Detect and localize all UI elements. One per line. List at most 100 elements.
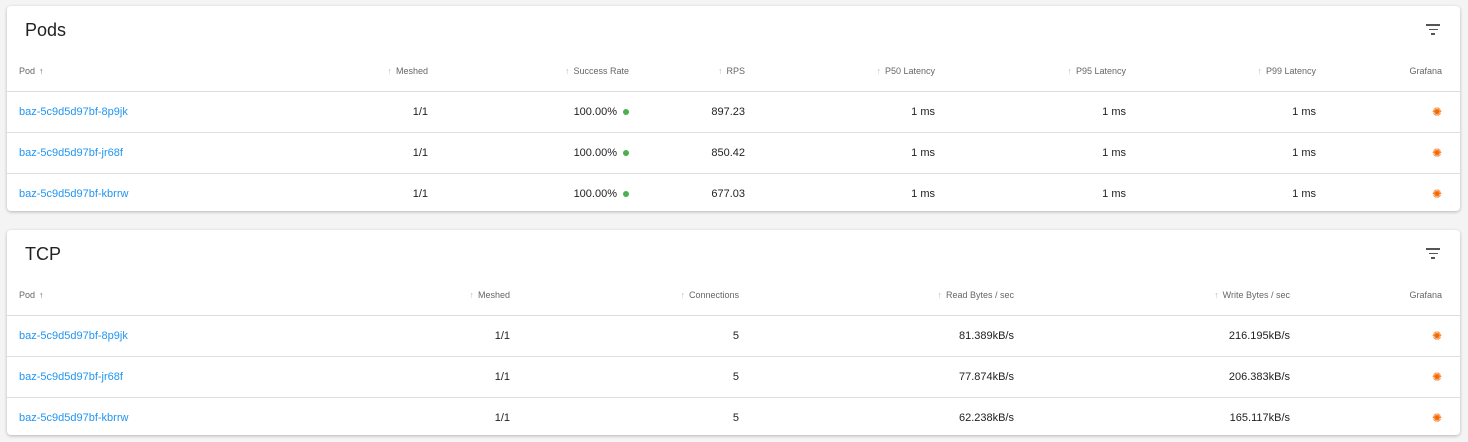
column-header-pod[interactable]: Pod ↑ bbox=[7, 275, 267, 316]
cell-connections: 5 bbox=[510, 398, 739, 439]
pod-link[interactable]: baz-5c9d5d97bf-jr68f bbox=[19, 147, 123, 159]
pod-link[interactable]: baz-5c9d5d97bf-kbrrw bbox=[19, 188, 129, 200]
column-header-pod[interactable]: Pod ↑ bbox=[7, 51, 267, 92]
grafana-icon[interactable]: ✺ bbox=[1431, 105, 1442, 119]
column-label: RPS bbox=[726, 66, 745, 76]
sort-arrow-up-icon: ↑ bbox=[717, 66, 723, 76]
cell-p50: 1 ms bbox=[745, 132, 935, 174]
tcp-card: TCP Pod ↑ ↑ Meshed ↑ Connections ↑ Read Bytes /… bbox=[7, 230, 1460, 435]
p99-value: 1 ms bbox=[1292, 188, 1316, 200]
column-header-grafana[interactable]: Grafana bbox=[1290, 275, 1460, 316]
column-header-meshed[interactable]: ↑ Meshed bbox=[267, 51, 428, 92]
cell-rps: 897.23 bbox=[629, 91, 745, 133]
rps-value: 897.23 bbox=[711, 106, 745, 118]
table-row: baz-5c9d5d97bf-kbrrw 1/1 5 62.238kB/s 165.11… bbox=[7, 398, 1460, 439]
cell-meshed: 1/1 bbox=[267, 398, 510, 439]
meshed-value: 1/1 bbox=[412, 147, 428, 159]
status-dot-icon bbox=[623, 150, 629, 157]
p50-value: 1 ms bbox=[911, 106, 935, 118]
p99-value: 1 ms bbox=[1292, 147, 1316, 159]
cell-rps: 850.42 bbox=[629, 132, 745, 174]
cell-write: 216.195kB/s bbox=[1014, 315, 1290, 357]
column-header-write-bytes-sec[interactable]: ↑ Write Bytes / sec bbox=[1014, 275, 1290, 316]
column-label: Meshed bbox=[477, 290, 510, 300]
p50-value: 1 ms bbox=[911, 147, 935, 159]
p99-value: 1 ms bbox=[1292, 106, 1316, 118]
pod-link[interactable]: baz-5c9d5d97bf-8p9jk bbox=[19, 106, 128, 118]
column-label: Pod bbox=[19, 66, 36, 76]
sort-arrow-up-icon: ↑ bbox=[39, 66, 44, 76]
column-header-meshed[interactable]: ↑ Meshed bbox=[267, 275, 510, 316]
success_rate-value: 100.00% bbox=[573, 106, 617, 118]
cell-success_rate: 100.00% bbox=[428, 132, 629, 174]
sort-arrow-up-icon: ↑ bbox=[39, 290, 44, 300]
cell-read: 77.874kB/s bbox=[739, 356, 1014, 398]
write-value: 165.117kB/s bbox=[1229, 412, 1290, 424]
column-label: Read Bytes / sec bbox=[945, 290, 1014, 300]
column-label: Write Bytes / sec bbox=[1222, 290, 1290, 300]
sort-arrow-up-icon: ↑ bbox=[1257, 66, 1262, 76]
meshed-value: 1/1 bbox=[412, 188, 428, 200]
connections-value: 5 bbox=[732, 412, 739, 424]
cell-meshed: 1/1 bbox=[267, 132, 428, 174]
table-row: baz-5c9d5d97bf-jr68f 1/1 100.00% 850.42 1 ms… bbox=[7, 132, 1460, 174]
column-label: Success Rate bbox=[573, 66, 629, 76]
meshed-value: 1/1 bbox=[494, 371, 510, 383]
table-row: baz-5c9d5d97bf-8p9jk 1/1 5 81.389kB/s 216.19… bbox=[7, 315, 1460, 357]
cell-write: 165.117kB/s bbox=[1014, 398, 1290, 439]
pod-link[interactable]: baz-5c9d5d97bf-kbrrw bbox=[19, 412, 129, 424]
cell-meshed: 1/1 bbox=[267, 91, 428, 133]
grafana-icon[interactable]: ✺ bbox=[1431, 370, 1442, 384]
pod-link[interactable]: baz-5c9d5d97bf-8p9jk bbox=[19, 330, 128, 342]
p95-value: 1 ms bbox=[1102, 106, 1126, 118]
cell-read: 62.238kB/s bbox=[739, 398, 1014, 439]
p50-value: 1 ms bbox=[911, 188, 935, 200]
cell-p50: 1 ms bbox=[745, 91, 935, 133]
column-header-grafana[interactable]: Grafana bbox=[1316, 51, 1460, 92]
cell-meshed: 1/1 bbox=[267, 356, 510, 398]
cell-p95: 1 ms bbox=[935, 91, 1126, 133]
column-label: Connections bbox=[688, 290, 739, 300]
cell-p50: 1 ms bbox=[745, 174, 935, 215]
cell-p99: 1 ms bbox=[1126, 174, 1316, 215]
pod-link[interactable]: baz-5c9d5d97bf-jr68f bbox=[19, 371, 123, 383]
column-header-connections[interactable]: ↑ Connections bbox=[510, 275, 739, 316]
cell-read: 81.389kB/s bbox=[739, 315, 1014, 357]
sort-arrow-up-icon: ↑ bbox=[937, 290, 942, 300]
cell-p99: 1 ms bbox=[1126, 132, 1316, 174]
column-label: Meshed bbox=[395, 66, 428, 76]
column-header-p50-latency[interactable]: ↑ P50 Latency bbox=[745, 51, 935, 92]
grafana-icon[interactable]: ✺ bbox=[1431, 411, 1442, 425]
grafana-icon[interactable]: ✺ bbox=[1431, 329, 1442, 343]
column-header-success-rate[interactable]: ↑ Success Rate bbox=[428, 51, 629, 92]
filter-icon[interactable] bbox=[1426, 24, 1440, 36]
grafana-icon[interactable]: ✺ bbox=[1431, 146, 1442, 160]
connections-value: 5 bbox=[732, 330, 739, 342]
meshed-value: 1/1 bbox=[494, 330, 510, 342]
sort-arrow-up-icon: ↑ bbox=[469, 290, 474, 300]
rps-value: 850.42 bbox=[711, 147, 745, 159]
cell-write: 206.383kB/s bbox=[1014, 356, 1290, 398]
tcp-title: TCP bbox=[25, 244, 61, 264]
meshed-value: 1/1 bbox=[412, 106, 428, 118]
grafana-icon[interactable]: ✺ bbox=[1431, 187, 1442, 201]
success_rate-value: 100.00% bbox=[573, 188, 617, 200]
column-label: P99 Latency bbox=[1265, 66, 1316, 76]
column-header-p95-latency[interactable]: ↑ P95 Latency bbox=[935, 51, 1126, 92]
column-label: Pod bbox=[19, 290, 36, 300]
cell-p99: 1 ms bbox=[1126, 91, 1316, 133]
cell-connections: 5 bbox=[510, 315, 739, 357]
sort-arrow-up-icon: ↑ bbox=[876, 66, 881, 76]
column-header-read-bytes-sec[interactable]: ↑ Read Bytes / sec bbox=[739, 275, 1014, 316]
column-label: P95 Latency bbox=[1075, 66, 1126, 76]
cell-meshed: 1/1 bbox=[267, 315, 510, 357]
sort-arrow-up-icon: ↑ bbox=[1214, 290, 1219, 300]
read-value: 77.874kB/s bbox=[958, 371, 1014, 383]
filter-icon[interactable] bbox=[1426, 248, 1440, 260]
tcp-table: Pod ↑ ↑ Meshed ↑ Connections ↑ Read Bytes / sec… bbox=[7, 275, 1460, 438]
cell-success_rate: 100.00% bbox=[428, 174, 629, 215]
column-header-rps[interactable]: ↑ RPS bbox=[629, 51, 745, 92]
table-row: baz-5c9d5d97bf-jr68f 1/1 5 77.874kB/s 206.38… bbox=[7, 356, 1460, 398]
column-header-p99-latency[interactable]: ↑ P99 Latency bbox=[1126, 51, 1316, 92]
pods-title: Pods bbox=[25, 20, 67, 40]
